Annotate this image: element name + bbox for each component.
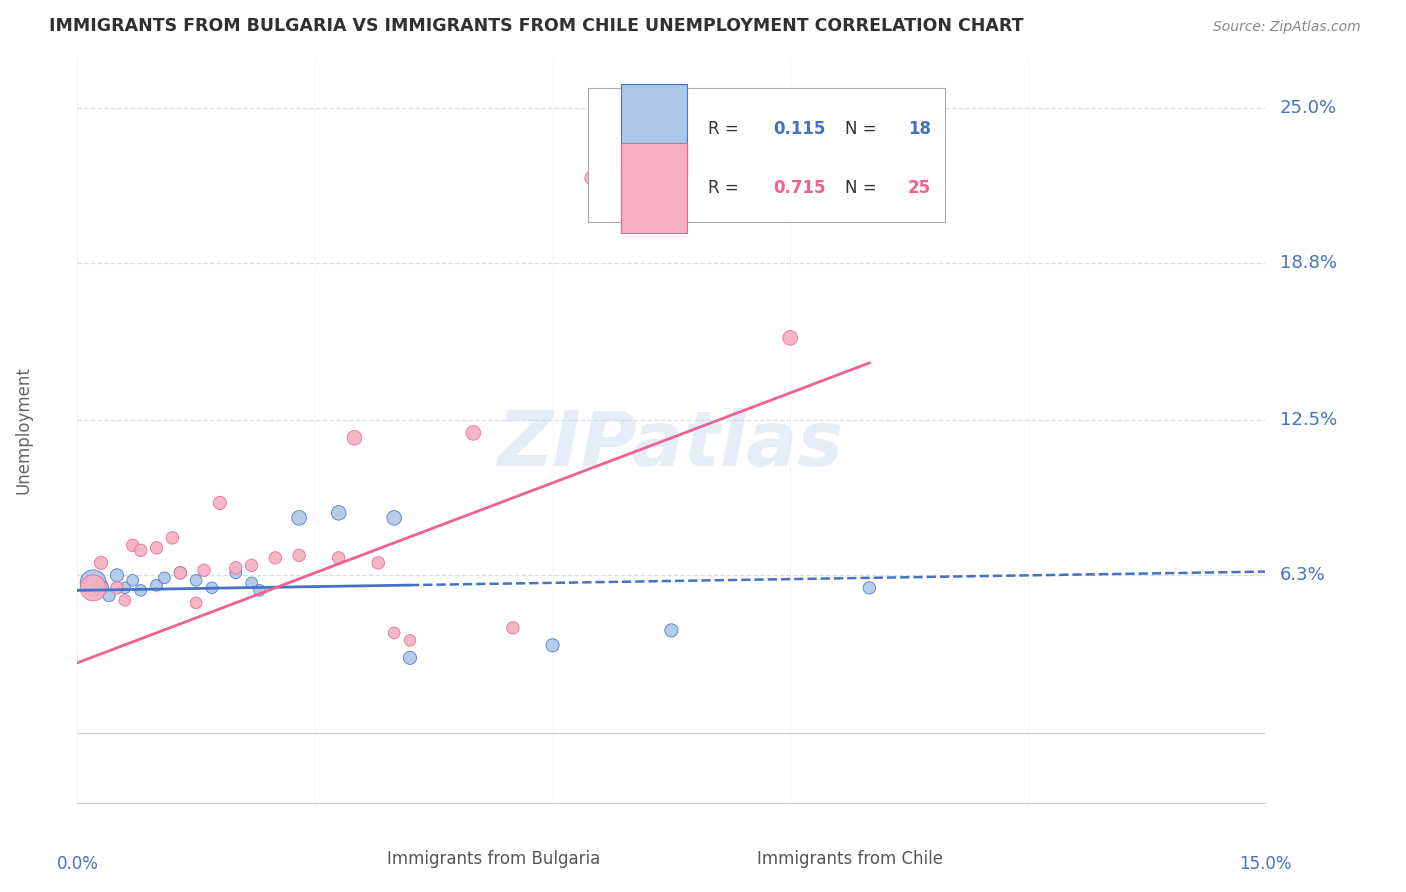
- Point: [382, 625, 405, 640]
- Point: [114, 593, 136, 607]
- Point: [129, 583, 152, 598]
- Text: R =: R =: [709, 179, 744, 197]
- Point: [858, 581, 880, 595]
- Point: [105, 568, 128, 582]
- Point: [186, 574, 208, 588]
- Point: [240, 558, 263, 573]
- Point: [541, 638, 564, 652]
- Text: Immigrants from Bulgaria: Immigrants from Bulgaria: [387, 850, 600, 868]
- Point: [225, 561, 247, 575]
- Point: [82, 575, 104, 590]
- Text: 6.3%: 6.3%: [1279, 566, 1326, 584]
- Point: [82, 581, 104, 595]
- Point: [193, 563, 215, 577]
- Point: [343, 431, 366, 445]
- Point: [186, 596, 208, 610]
- Point: [105, 581, 128, 595]
- Point: [502, 621, 524, 635]
- FancyBboxPatch shape: [588, 87, 945, 222]
- Point: [208, 496, 231, 510]
- Text: R =: R =: [709, 120, 744, 137]
- Point: [288, 549, 311, 563]
- Text: Source: ZipAtlas.com: Source: ZipAtlas.com: [1213, 21, 1361, 34]
- Point: [240, 575, 263, 590]
- Text: 15.0%: 15.0%: [1239, 855, 1292, 873]
- Point: [153, 571, 176, 585]
- FancyBboxPatch shape: [333, 840, 378, 878]
- Point: [129, 543, 152, 558]
- Text: 0.715: 0.715: [773, 179, 827, 197]
- FancyBboxPatch shape: [621, 84, 686, 173]
- Point: [367, 556, 389, 570]
- Point: [661, 624, 683, 638]
- Point: [399, 633, 422, 648]
- Point: [328, 550, 350, 565]
- Text: N =: N =: [845, 179, 882, 197]
- Text: 0.115: 0.115: [773, 120, 825, 137]
- Text: 12.5%: 12.5%: [1279, 411, 1337, 429]
- Point: [779, 331, 801, 345]
- Point: [145, 541, 167, 555]
- Point: [145, 578, 167, 592]
- Text: 25: 25: [908, 179, 931, 197]
- Point: [121, 574, 143, 588]
- Point: [399, 650, 422, 665]
- Point: [328, 506, 350, 520]
- Point: [201, 581, 224, 595]
- Point: [90, 581, 112, 595]
- Point: [121, 538, 143, 552]
- Text: IMMIGRANTS FROM BULGARIA VS IMMIGRANTS FROM CHILE UNEMPLOYMENT CORRELATION CHART: IMMIGRANTS FROM BULGARIA VS IMMIGRANTS F…: [49, 17, 1024, 35]
- Point: [225, 566, 247, 580]
- Text: 25.0%: 25.0%: [1279, 99, 1337, 117]
- Text: 18.8%: 18.8%: [1279, 254, 1337, 272]
- Point: [249, 583, 271, 598]
- Text: 0.0%: 0.0%: [56, 855, 98, 873]
- Text: 18: 18: [908, 120, 931, 137]
- Point: [463, 425, 485, 440]
- Point: [162, 531, 184, 545]
- Text: ZIPatlas: ZIPatlas: [498, 409, 845, 483]
- FancyBboxPatch shape: [689, 840, 734, 878]
- Point: [90, 556, 112, 570]
- Point: [382, 511, 405, 525]
- Text: Immigrants from Chile: Immigrants from Chile: [756, 850, 942, 868]
- Point: [169, 566, 191, 580]
- Point: [288, 511, 311, 525]
- Point: [581, 170, 603, 185]
- FancyBboxPatch shape: [621, 144, 686, 233]
- Text: N =: N =: [845, 120, 882, 137]
- Point: [169, 566, 191, 580]
- Text: Unemployment: Unemployment: [15, 367, 32, 494]
- Point: [264, 550, 287, 565]
- Point: [114, 581, 136, 595]
- Point: [98, 588, 121, 602]
